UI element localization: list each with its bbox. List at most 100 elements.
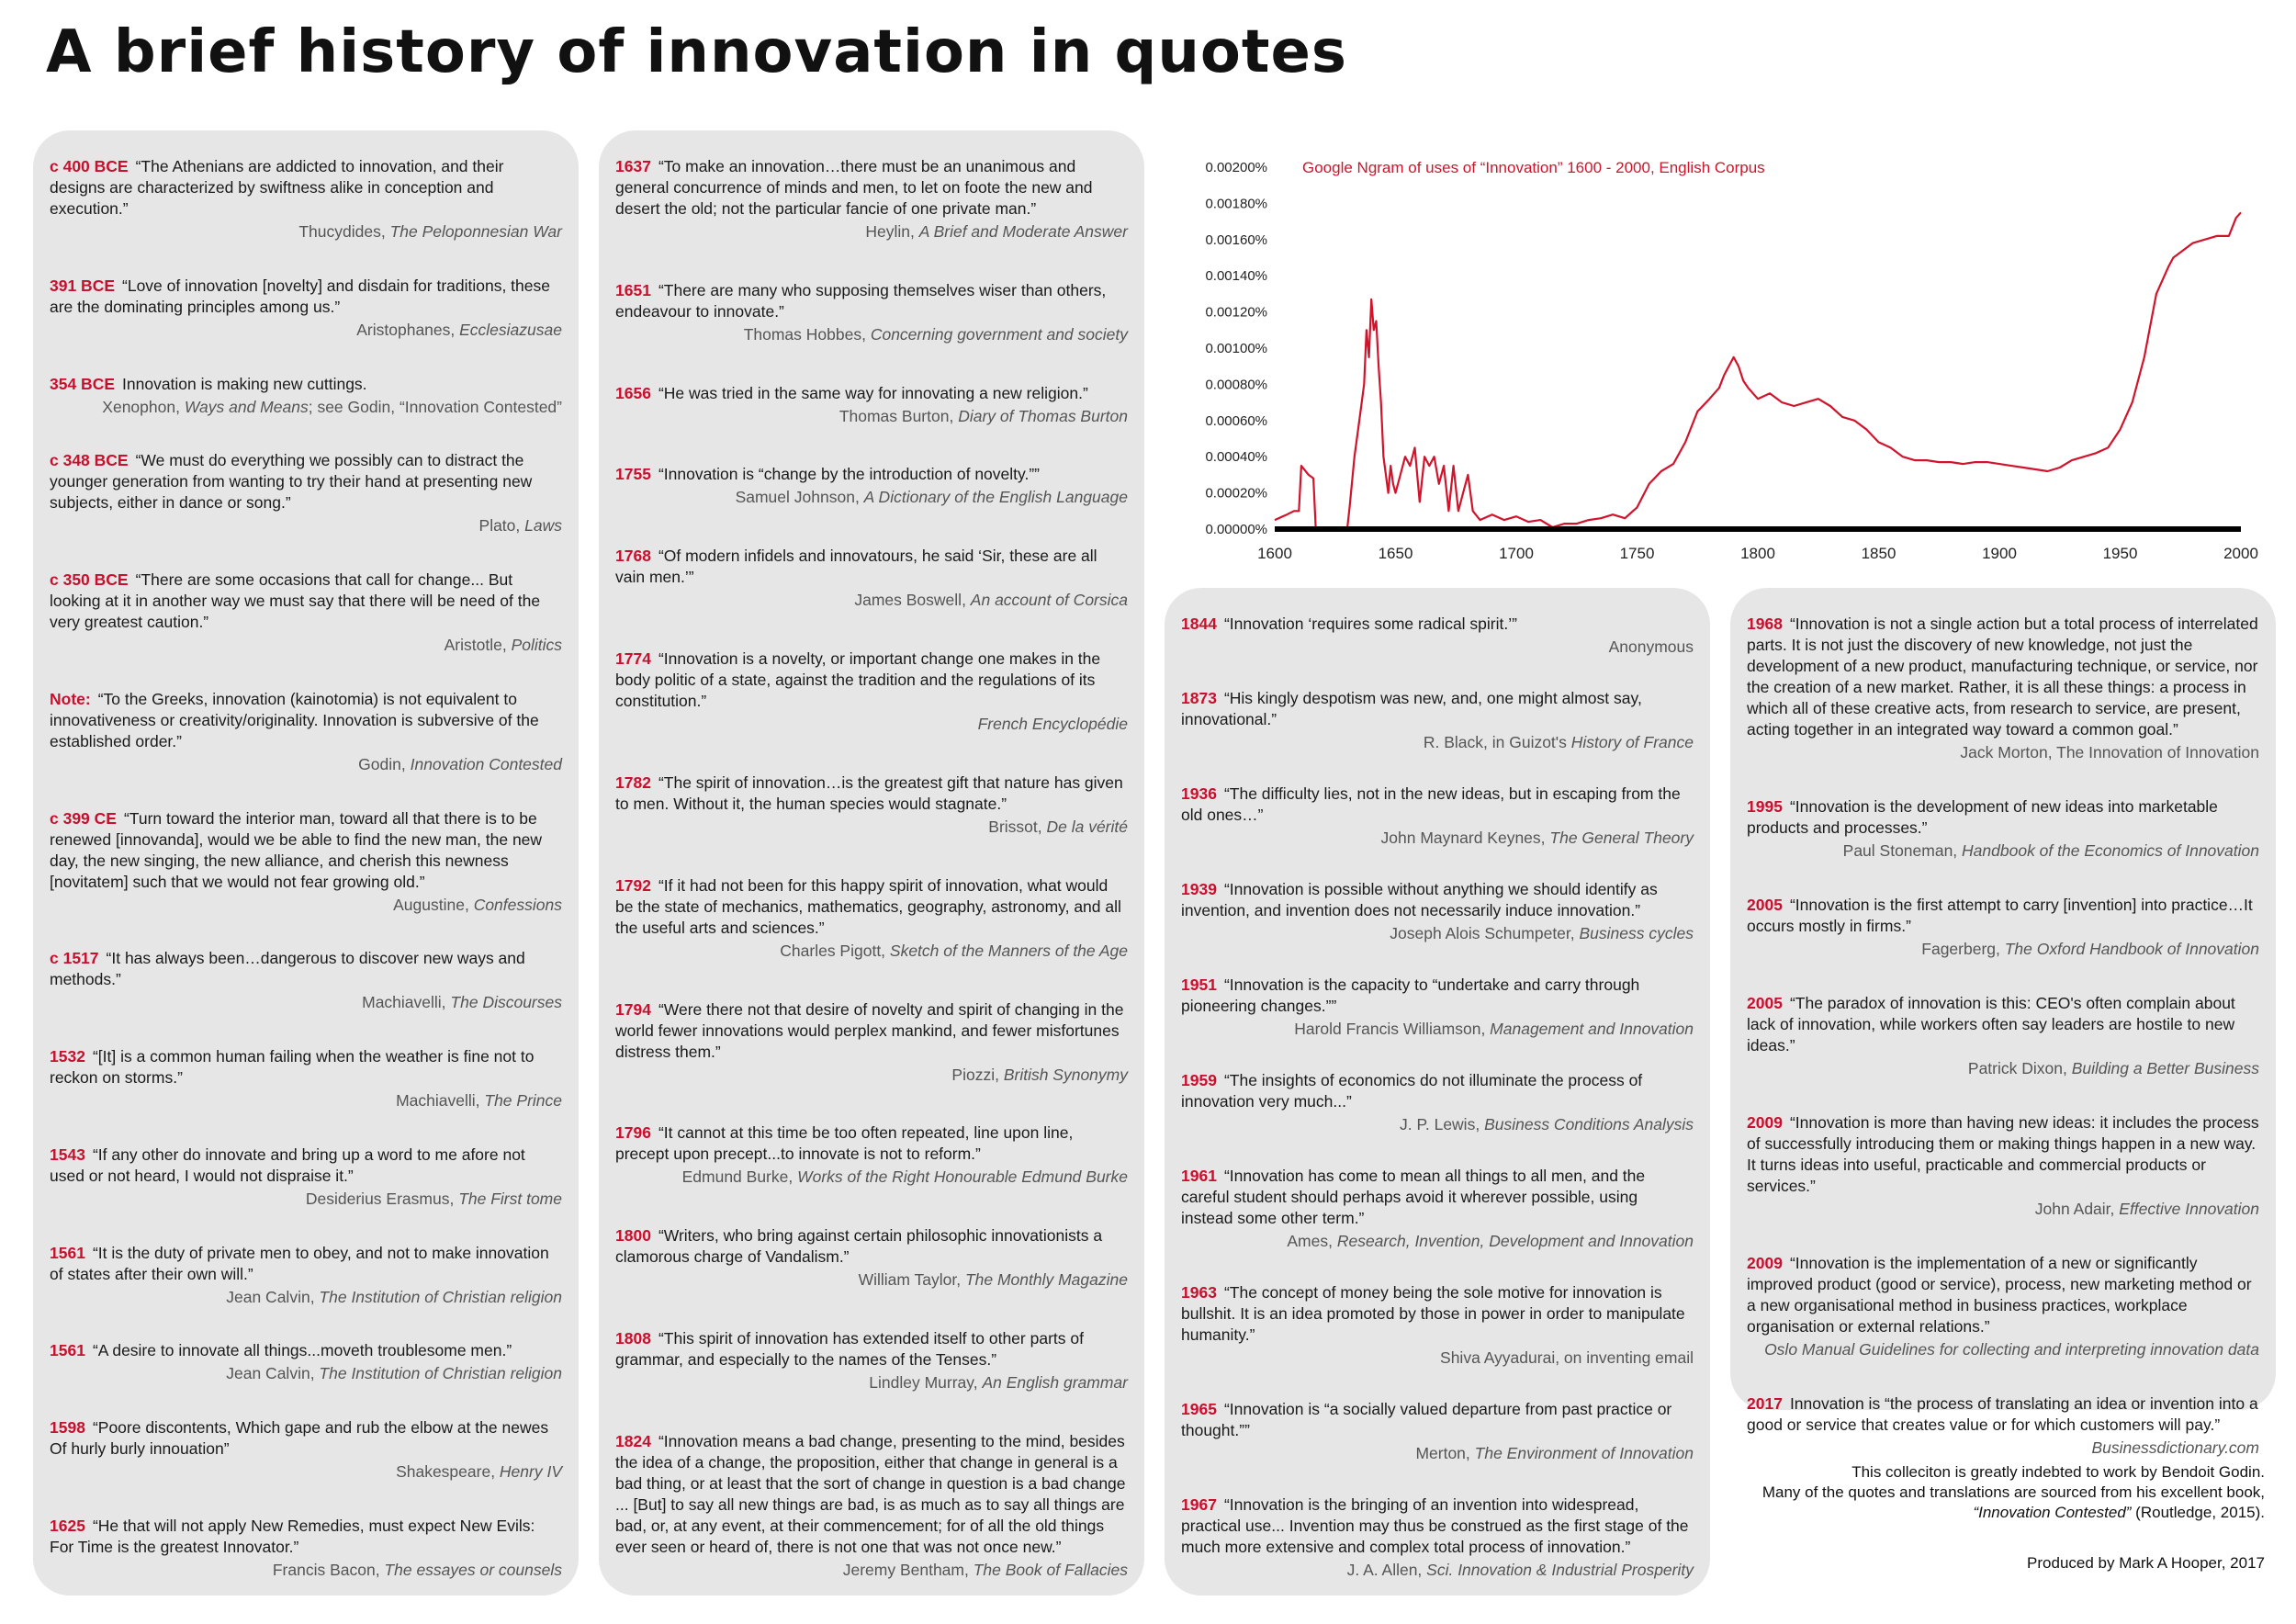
credit-line-1: This colleciton is greatly indebted to w… bbox=[1851, 1463, 2265, 1481]
quote-author: Aristotle, bbox=[444, 636, 512, 655]
quote-attribution: R. Black, in Guizot's History of France bbox=[1181, 732, 1694, 753]
quote-text-block: 1792 “If it had not been for this happy s… bbox=[615, 875, 1128, 939]
quote-date: 1961 bbox=[1181, 1167, 1217, 1185]
quote-date: 1951 bbox=[1181, 976, 1217, 994]
quote-text: “It cannot at this time be too often rep… bbox=[615, 1123, 1074, 1164]
credit-note: This colleciton is greatly indebted to w… bbox=[1750, 1462, 2265, 1523]
quote-text-block: 1543 “If any other do innovate and bring … bbox=[50, 1145, 562, 1187]
quote-date: 1755 bbox=[615, 465, 651, 484]
y-tick-label: 0.00000% bbox=[1205, 522, 1267, 537]
quote-text: “Innovation is not a single action but a… bbox=[1747, 615, 2258, 739]
quote-text: “He was tried in the same way for innova… bbox=[658, 383, 1088, 402]
quote-text-block: 1532 “[It] is a common human failing when… bbox=[50, 1046, 562, 1088]
quote-work: Effective Innovation bbox=[2119, 1200, 2259, 1218]
quote-work: Oslo Manual Guidelines for collecting an… bbox=[1764, 1340, 2259, 1359]
quote-work: The Environment of Innovation bbox=[1474, 1444, 1694, 1462]
quote-author: Godin, bbox=[358, 754, 411, 773]
quote-text-block: 1794 “Were there not that desire of novel… bbox=[615, 999, 1128, 1063]
quote-work: The General Theory bbox=[1549, 829, 1694, 847]
quote-work: A Dictionary of the English Language bbox=[863, 488, 1128, 507]
quote-item: 2005 “The paradox of innovation is this: … bbox=[1747, 993, 2259, 1079]
quote-date: 2017 bbox=[1747, 1394, 1783, 1413]
quote-date: 1637 bbox=[615, 157, 651, 175]
quote-work: The essayes or counsels bbox=[384, 1560, 562, 1579]
quote-attribution: Jack Morton, The Innovation of Innovatio… bbox=[1747, 742, 2259, 763]
quote-author: Desiderius Erasmus, bbox=[305, 1189, 459, 1208]
chart-title: Google Ngram of uses of “Innovation” 160… bbox=[1302, 159, 1765, 176]
quote-item: 1963 “The concept of money being the sole… bbox=[1181, 1282, 1694, 1369]
quote-text-block: Note: “To the Greeks, innovation (kainoto… bbox=[50, 689, 562, 752]
quote-author: Harold Francis Williamson, bbox=[1294, 1020, 1491, 1038]
quote-attribution: Lindley Murray, An English grammar bbox=[615, 1372, 1128, 1393]
quote-item: 1967 “Innovation is the bringing of an in… bbox=[1181, 1494, 1694, 1581]
x-tick-label: 1650 bbox=[1379, 545, 1413, 562]
quote-text: “To the Greeks, innovation (kainotomia) … bbox=[50, 689, 539, 750]
quote-text: “To make an innovation…there must be an … bbox=[615, 157, 1093, 218]
quote-text-block: 1968 “Innovation is not a single action b… bbox=[1747, 614, 2259, 740]
quote-item: 2005 “Innovation is the first attempt to … bbox=[1747, 895, 2259, 960]
quote-author: Lindley Murray, bbox=[869, 1373, 983, 1393]
quote-text: “Innovation is “a socially valued depart… bbox=[1181, 1400, 1672, 1439]
quote-text: “Innovation ‘requires some radical spiri… bbox=[1223, 615, 1517, 633]
quote-text-block: 1808 “This spirit of innovation has exten… bbox=[615, 1328, 1128, 1370]
quote-text-block: 2009 “Innovation is the implementation of… bbox=[1747, 1253, 2259, 1337]
quote-item: 1768 “Of modern infidels and innovatours,… bbox=[615, 546, 1128, 611]
quote-text-block: 1782 “The spirit of innovation…is the gre… bbox=[615, 773, 1128, 815]
quote-text-block: c 348 BCE “We must do everything we possi… bbox=[50, 450, 562, 513]
ngram-chart: 0.00000% 0.00020% 0.00040% 0.00060% 0.00080%… bbox=[1205, 159, 2257, 562]
quote-panel-2: 1637 “To make an innovation…there must be… bbox=[599, 130, 1144, 1596]
quote-item: 1796 “It cannot at this time be too often… bbox=[615, 1122, 1128, 1188]
quote-author: Francis Bacon, bbox=[272, 1560, 385, 1579]
quote-text-block: 1967 “Innovation is the bringing of an in… bbox=[1181, 1494, 1694, 1558]
quote-author: Piozzi, bbox=[951, 1065, 1004, 1084]
quote-date: 2005 bbox=[1747, 994, 1783, 1012]
quote-text-block: 1656 “He was tried in the same way for in… bbox=[615, 383, 1128, 404]
quote-date: 1800 bbox=[615, 1226, 651, 1246]
quote-author: Thucydides, bbox=[298, 222, 390, 241]
quote-text-block: c 350 BCE “There are some occasions that … bbox=[50, 570, 562, 633]
quote-attribution: Xenophon, Ways and Means; see Godin, “In… bbox=[50, 397, 562, 418]
quote-text-block: 1768 “Of modern infidels and innovatours,… bbox=[615, 546, 1128, 588]
quote-work: Politics bbox=[511, 636, 562, 655]
quote-item: 1936 “The difficulty lies, not in the new… bbox=[1181, 784, 1694, 849]
quote-date: 1774 bbox=[615, 649, 651, 669]
quote-date: 2005 bbox=[1747, 896, 1783, 914]
quote-item: 1824 “Innovation means a bad change, pres… bbox=[615, 1431, 1128, 1581]
quote-work: An English grammar bbox=[982, 1373, 1128, 1393]
quote-item: 1844 “Innovation ‘requires some radical s… bbox=[1181, 614, 1694, 658]
quote-attribution: Plato, Laws bbox=[50, 515, 562, 536]
quote-attribution: Anonymous bbox=[1181, 637, 1694, 658]
y-tick-label: 0.00140% bbox=[1205, 268, 1267, 284]
quote-author: Plato, bbox=[478, 516, 525, 536]
quote-text: “His kingly despotism was new, and, one … bbox=[1181, 689, 1642, 728]
quote-text: “The insights of economics do not illumi… bbox=[1181, 1071, 1643, 1111]
quote-date: 1936 bbox=[1181, 784, 1217, 803]
quote-attribution: Francis Bacon, The essayes or counsels bbox=[50, 1560, 562, 1581]
quote-item: 2009 “Innovation is the implementation of… bbox=[1747, 1253, 2259, 1360]
quote-text-block: c 1517 “It has always been…dangerous to d… bbox=[50, 948, 562, 990]
quote-item: 1598 “Poore discontents, Which gape and r… bbox=[50, 1417, 562, 1483]
quote-panel-4: 1968 “Innovation is not a single action b… bbox=[1730, 588, 2276, 1457]
quote-text-block: 1796 “It cannot at this time be too often… bbox=[615, 1122, 1128, 1165]
quote-text: “He that will not apply New Remedies, mu… bbox=[50, 1516, 535, 1556]
quote-item: 1543 “If any other do innovate and bring … bbox=[50, 1145, 562, 1210]
quote-work: The Prince bbox=[484, 1091, 562, 1111]
quote-attribution: Thucydides, The Peloponnesian War bbox=[50, 221, 562, 242]
quote-author: James Boswell, bbox=[854, 591, 971, 610]
quote-text-block: c 399 CE “Turn toward the interior man, t… bbox=[50, 808, 562, 893]
quote-text: “It has always been…dangerous to discove… bbox=[50, 949, 525, 989]
y-tick-label: 0.00060% bbox=[1205, 413, 1267, 429]
quote-date: 1824 bbox=[615, 1431, 651, 1450]
quote-text-block: 1963 “The concept of money being the sole… bbox=[1181, 1282, 1694, 1346]
quote-attribution: John Maynard Keynes, The General Theory bbox=[1181, 828, 1694, 849]
quote-text: “The Athenians are addicted to innovatio… bbox=[50, 157, 504, 218]
quote-text-block: 1961 “Innovation has come to mean all thi… bbox=[1181, 1166, 1694, 1229]
quote-text-block: 1651 “There are many who supposing themse… bbox=[615, 280, 1128, 322]
quote-attribution: Ames, Research, Invention, Development a… bbox=[1181, 1231, 1694, 1252]
quote-attribution: Merton, The Environment of Innovation bbox=[1181, 1443, 1694, 1464]
quote-date: 1768 bbox=[615, 547, 651, 566]
quote-author: Samuel Johnson, bbox=[735, 488, 864, 507]
quote-text: “It is the duty of private men to obey, … bbox=[50, 1243, 549, 1283]
quote-text-block: 2005 “Innovation is the first attempt to … bbox=[1747, 895, 2259, 937]
quote-text: “Innovation is the development of new id… bbox=[1747, 797, 2218, 837]
